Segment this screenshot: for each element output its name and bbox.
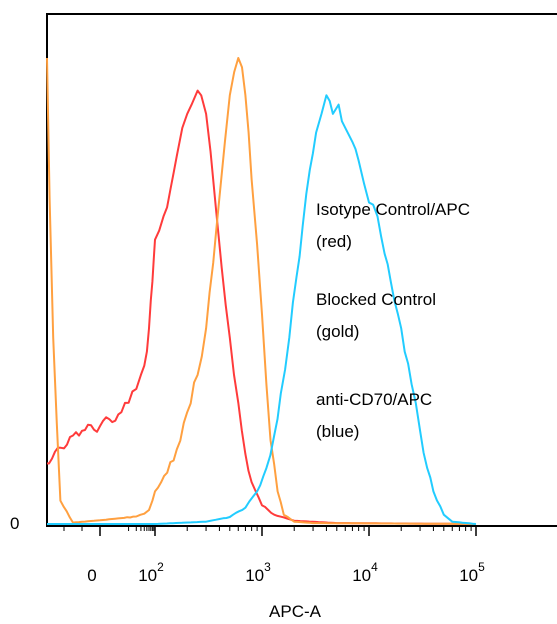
series-line (47, 94, 477, 525)
legend-entry-color: (red) (316, 232, 352, 251)
y-tick-label: 0 (10, 514, 19, 533)
x-tick-label: 0 (87, 566, 96, 585)
x-tick-label-exponent: 2 (157, 560, 164, 574)
legend-entry-name: Isotype Control/APC (316, 200, 470, 219)
x-tick-label: 105 (459, 560, 485, 585)
x-axis-label: APC-A (269, 602, 322, 621)
series-layer (46, 57, 477, 525)
x-tick-label-exponent: 4 (371, 560, 378, 574)
legend-entry-name: Blocked Control (316, 290, 436, 309)
x-tick-label-base: 10 (138, 566, 157, 585)
x-tick-label-exponent: 5 (478, 560, 485, 574)
series-line (46, 57, 476, 525)
legend-entry-color: (blue) (316, 422, 359, 441)
x-tick-label-base: 10 (459, 566, 478, 585)
x-axis (63, 526, 477, 536)
x-tick-label-base: 10 (245, 566, 264, 585)
legend-entry-color: (gold) (316, 322, 359, 341)
x-tick-label-exponent: 3 (264, 560, 271, 574)
x-tick-label-base: 10 (352, 566, 371, 585)
x-tick-label: 103 (245, 560, 271, 585)
x-tick-label: 102 (138, 560, 164, 585)
legend-entry-name: anti-CD70/APC (316, 390, 432, 409)
plot-frame (46, 13, 557, 527)
x-tick-label-base: 0 (87, 566, 96, 585)
x-tick-label: 104 (352, 560, 378, 585)
